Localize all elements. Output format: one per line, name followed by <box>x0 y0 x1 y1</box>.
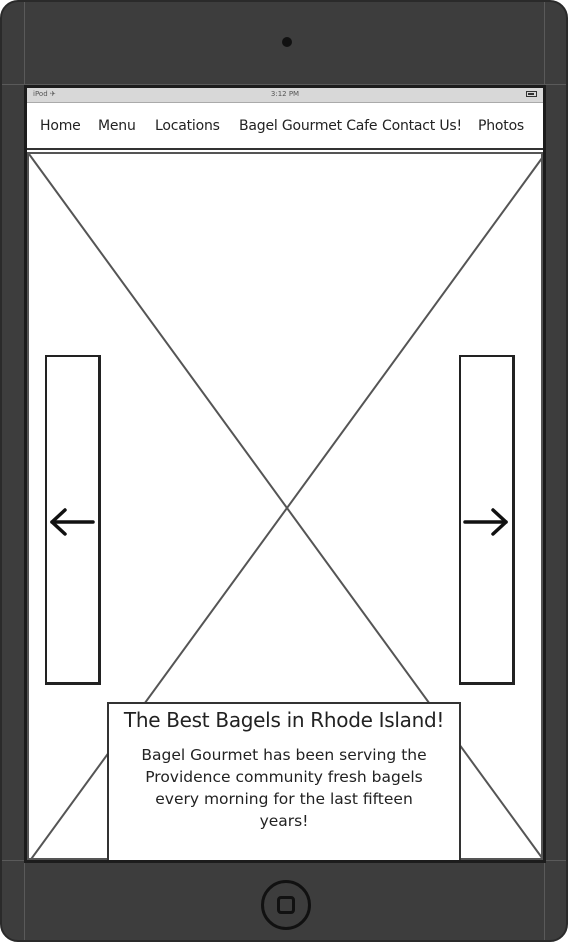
nav-item-contact-us[interactable]: Contact Us! <box>382 118 462 134</box>
battery-icon <box>526 91 537 97</box>
nav-item-locations[interactable]: Locations <box>155 118 220 134</box>
carousel-prev-button[interactable] <box>45 355 101 685</box>
home-button-icon[interactable] <box>261 880 311 930</box>
nav-item-home[interactable]: Home <box>40 118 81 134</box>
status-bar: iPod ✈ 3:12 PM <box>27 88 543 103</box>
nav-item-bagel-gourmet-cafe[interactable]: Bagel Gourmet Cafe <box>239 118 378 134</box>
arrow-left-icon <box>50 508 95 536</box>
image-carousel-placeholder: The Best Bagels in Rhode Island! Bagel G… <box>27 152 543 860</box>
caption-title: The Best Bagels in Rhode Island! <box>123 708 445 732</box>
device-screen: iPod ✈ 3:12 PM Home Menu Locations Bagel… <box>24 85 546 863</box>
home-button-inner <box>277 896 295 914</box>
carousel-next-button[interactable] <box>459 355 515 685</box>
camera-dot <box>282 37 292 47</box>
status-carrier: iPod ✈ <box>33 90 56 98</box>
carousel-caption: The Best Bagels in Rhode Island! Bagel G… <box>107 702 461 860</box>
nav-bar: Home Menu Locations Bagel Gourmet Cafe C… <box>27 104 543 150</box>
caption-body: Bagel Gourmet has been serving the Provi… <box>141 746 427 830</box>
arrow-right-icon <box>463 508 508 536</box>
guide-line <box>2 84 566 85</box>
nav-item-photos[interactable]: Photos <box>478 118 525 134</box>
nav-item-menu[interactable]: Menu <box>98 118 136 134</box>
status-time: 3:12 PM <box>270 90 300 98</box>
